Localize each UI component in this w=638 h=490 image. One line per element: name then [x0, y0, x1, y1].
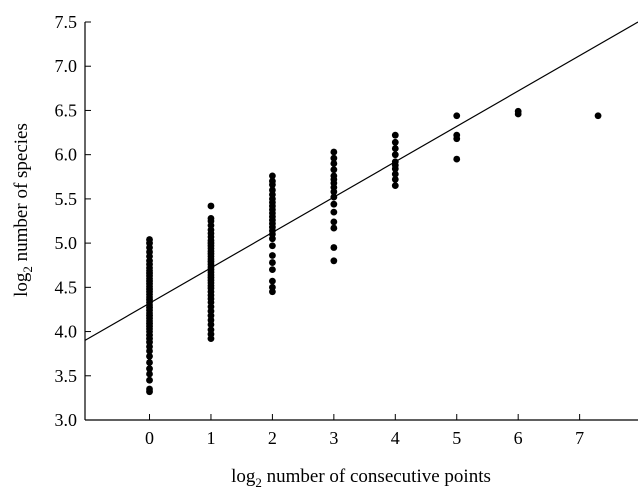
data-point [391, 182, 399, 190]
y-tick-label: 3.5 [55, 366, 78, 386]
y-tick-label: 6.0 [55, 145, 78, 165]
x-tick-label: 7 [575, 428, 584, 448]
data-point [146, 236, 153, 243]
data-point [146, 359, 153, 366]
axes [84, 21, 638, 421]
data-point [594, 112, 602, 120]
x-axis-label: log2 number of consecutive points [231, 466, 491, 490]
x-tick-label: 4 [391, 428, 400, 448]
y-axis-label-prefix: log [11, 272, 32, 297]
data-point [391, 138, 399, 146]
x-tick-label: 5 [452, 428, 461, 448]
data-point [269, 283, 276, 291]
data-point [330, 244, 338, 251]
tick-labels: 3.0 3.5 4.0 4.5 5.0 5.5 6.0 6.5 7.0 7.5 0 1 2 3 4 5 6 7 [55, 12, 585, 448]
x-axis-label-main: number of consecutive points [267, 466, 491, 487]
data-point [269, 177, 276, 185]
data-point [207, 214, 215, 222]
data-point [391, 151, 399, 159]
y-axis-label-subscript: 2 [20, 266, 35, 273]
y-tick-label: 7.5 [55, 12, 78, 32]
data-point [269, 266, 276, 274]
y-tick-label: 5.0 [55, 233, 78, 253]
data-point [146, 365, 153, 373]
regression-line [84, 21, 638, 341]
data-point [391, 145, 399, 152]
data-point [453, 155, 461, 163]
data-point [330, 166, 338, 174]
y-tick-label: 7.0 [55, 56, 78, 76]
data-point [207, 202, 215, 210]
data-points [146, 107, 602, 396]
fit-line-layer [84, 21, 638, 341]
data-point [330, 208, 338, 216]
data-point [269, 186, 276, 194]
data-point [269, 172, 276, 180]
data-point [207, 326, 215, 334]
y-tick-label: 4.5 [55, 277, 78, 297]
data-point [330, 160, 338, 167]
data-point [146, 370, 153, 378]
x-tick-label: 2 [268, 428, 277, 448]
data-point [391, 176, 399, 183]
x-tick-label: 3 [329, 428, 338, 448]
data-point [330, 148, 338, 156]
data-point [330, 154, 338, 162]
data-point [453, 131, 461, 139]
data-point [391, 131, 399, 139]
data-point [514, 107, 522, 115]
data-point [269, 252, 276, 259]
data-point [146, 385, 153, 393]
data-point [330, 257, 338, 265]
data-point [269, 277, 276, 285]
data-point [453, 112, 461, 120]
data-point [146, 376, 153, 384]
x-axis-label-subscript: 2 [255, 475, 262, 490]
data-point [146, 352, 153, 360]
data-point [269, 259, 276, 266]
data-point [330, 224, 338, 232]
y-tick-label: 4.0 [55, 322, 78, 342]
y-axis-label: log2 number of species [11, 123, 35, 297]
x-tick-label: 1 [206, 428, 215, 448]
x-tick-label: 6 [514, 428, 523, 448]
y-tick-label: 6.5 [55, 100, 78, 120]
y-tick-label: 3.0 [55, 410, 78, 430]
data-point [330, 218, 338, 226]
data-point [330, 172, 338, 180]
data-point [269, 242, 276, 250]
x-tick-label: 0 [145, 428, 154, 448]
data-point [391, 170, 399, 178]
y-tick-label: 5.5 [55, 189, 78, 209]
data-point [330, 200, 338, 208]
y-axis-label-main: number of species [11, 123, 32, 261]
x-axis-label-prefix: log [231, 466, 256, 487]
